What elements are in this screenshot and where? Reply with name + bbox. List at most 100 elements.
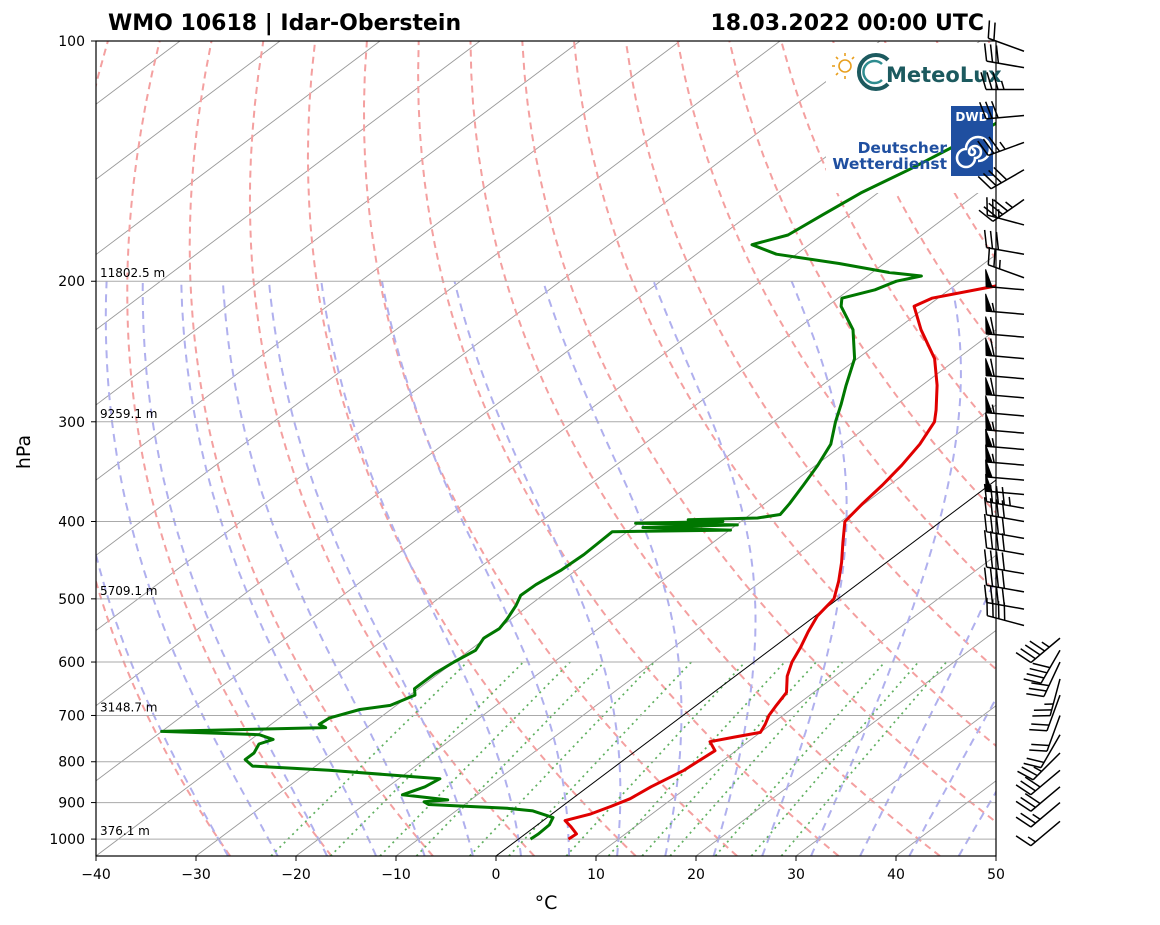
y-tick-label: 600 — [58, 655, 85, 671]
axis-ticks: −40 −30 −20 −10 0 10 20 30 40 50 100 200 300 400 500 60… — [49, 34, 1005, 883]
wind-barb — [1017, 752, 1061, 781]
dry-adiabat — [362, 41, 738, 856]
wind-barb — [986, 197, 1025, 226]
wind-barb — [1029, 715, 1061, 752]
wind-barb — [1023, 734, 1061, 769]
moist-adiabat — [96, 551, 229, 856]
moist-adiabat — [381, 281, 571, 856]
isotherm-line — [96, 41, 781, 556]
wind-barb — [977, 136, 1025, 157]
chart-title-datetime: 18.03.2022 00:00 UTC — [710, 11, 984, 36]
wind-barb — [986, 597, 1025, 627]
moist-adiabat — [859, 575, 996, 856]
y-tick-label: 400 — [58, 514, 85, 530]
moist-adiabat — [320, 281, 523, 856]
isotherm-line — [1096, 41, 1160, 856]
y-tick-label: 800 — [58, 755, 85, 771]
x-tick-label: −30 — [181, 867, 211, 883]
mixing-ratio-line — [329, 661, 525, 856]
dry-adiabat — [248, 41, 536, 856]
spiral-icon — [955, 135, 992, 169]
wind-barb — [1032, 678, 1061, 717]
isotherm-line — [695, 629, 996, 856]
wind-barbs — [977, 20, 1061, 847]
y-tick-label: 300 — [58, 415, 85, 431]
moist-adiabat — [221, 281, 426, 856]
mixing-ratio-line — [270, 661, 468, 856]
isotherm-line — [0, 41, 80, 856]
wind-barb — [985, 358, 1025, 380]
wind-barb — [983, 497, 1025, 523]
wind-barb — [985, 316, 1025, 338]
dwd-line-2: Wetterdienst — [832, 155, 947, 173]
y-tick-label: 900 — [58, 796, 85, 812]
x-tick-label: 30 — [787, 867, 805, 883]
moist-adiabat — [268, 281, 474, 856]
wind-barb — [1015, 820, 1061, 847]
dwd-badge-text: DWD — [955, 110, 988, 124]
sun-icon — [832, 53, 855, 79]
x-tick-label: −10 — [381, 867, 411, 883]
wind-barb — [983, 567, 1025, 593]
wind-barb — [1015, 769, 1061, 796]
temperature-curve — [563, 284, 996, 841]
moist-adiabat — [104, 281, 279, 856]
isotherm-line — [96, 41, 381, 256]
isotherm-line — [96, 41, 581, 406]
wind-barb — [1026, 661, 1061, 698]
wind-barb — [983, 549, 1025, 575]
x-tick-label: 10 — [587, 867, 605, 883]
x-axis-label: °C — [535, 892, 558, 914]
wind-barb — [985, 269, 1025, 291]
mixing-ratio-line — [508, 661, 693, 856]
wind-barb — [1015, 801, 1061, 828]
dry-adiabat — [1144, 41, 1160, 856]
y-axis-label: hPa — [13, 435, 35, 469]
dry-adiabat — [417, 41, 840, 856]
dry-adiabat — [126, 41, 333, 856]
wind-barb — [1015, 637, 1061, 664]
x-tick-label: −20 — [281, 867, 311, 883]
wind-barb — [985, 428, 1025, 451]
mixing-ratio-line — [565, 661, 746, 856]
isotherm-line — [96, 41, 481, 331]
moist-adiabat — [908, 696, 996, 856]
meteolux-wordmark: MeteoLux — [886, 63, 1002, 87]
wind-barb — [983, 514, 1025, 540]
wind-barb — [1029, 694, 1061, 732]
isotherm-line — [595, 554, 996, 856]
mixing-ratio-line — [641, 661, 817, 856]
wind-barb — [985, 395, 1025, 417]
isotherm-line — [395, 404, 996, 856]
isotherm-line — [96, 41, 681, 481]
dewpoint-curve — [160, 121, 996, 841]
mixing-ratio-line — [780, 661, 948, 856]
wind-barb — [977, 166, 1025, 190]
profile-curves: 376.1 m 3148.7 m 5709.1 m 9259.1 m 11802.5 m — [100, 121, 996, 841]
y-tick-label: 700 — [58, 708, 85, 724]
wind-barb — [987, 246, 1025, 279]
swirl-icon — [856, 53, 890, 91]
mixing-ratio-line — [669, 661, 844, 856]
wind-barb — [985, 337, 1025, 360]
moist-adiabat — [810, 281, 962, 856]
x-tick-label: 50 — [987, 867, 1005, 883]
dry-adiabat — [306, 41, 637, 856]
wind-barb — [1023, 649, 1061, 684]
moist-adiabat — [652, 280, 757, 856]
wind-barb — [985, 459, 1025, 481]
wind-barb — [983, 43, 1025, 69]
isotherm-line — [96, 41, 281, 180]
mixing-ratio-line — [469, 661, 656, 856]
y-tick-label: 500 — [58, 592, 85, 608]
y-tick-label: 200 — [58, 274, 85, 290]
wind-barb — [983, 483, 1025, 509]
isotherm-line — [295, 329, 996, 856]
height-label: 5709.1 m — [100, 584, 158, 598]
x-tick-label: 40 — [887, 867, 905, 883]
y-tick-label: 100 — [58, 34, 85, 50]
isotherm-line — [96, 41, 981, 707]
height-label: 3148.7 m — [100, 700, 158, 714]
isotherm-line — [795, 705, 996, 856]
